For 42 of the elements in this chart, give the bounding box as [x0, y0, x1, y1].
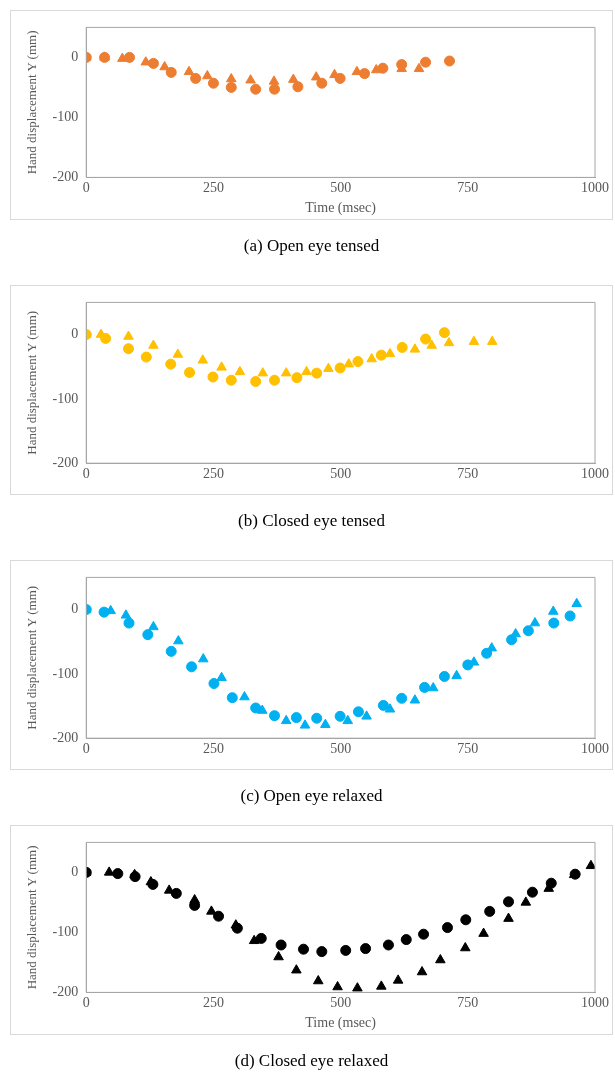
x-tick-label: 500	[330, 741, 352, 757]
y-tick-label: -100	[52, 109, 79, 125]
y-axis-title: Hand displacement Y (mm)	[24, 585, 40, 730]
text: (d) Closed eye relaxed	[233, 1051, 390, 1071]
y-tick-label: 0	[71, 601, 79, 617]
x-tick-label: 1000	[581, 180, 609, 196]
x-tick-label: 250	[202, 995, 224, 1011]
x-tick-label: 750	[457, 995, 479, 1011]
x-tick-label: 1000	[581, 466, 609, 482]
x-tick-label: 500	[330, 995, 352, 1011]
x-tick-label: 0	[82, 741, 90, 757]
x-tick-label: 750	[457, 180, 479, 196]
y-tick-label: -200	[52, 169, 79, 185]
x-tick-label: 750	[457, 466, 479, 482]
y-axis-title: Hand displacement Y (mm)	[24, 845, 40, 990]
y-tick-label: -100	[52, 390, 79, 406]
x-tick-label: 750	[457, 741, 479, 757]
text: (c) Open eye relaxed	[239, 786, 384, 806]
x-axis-title: Time (msec)	[305, 200, 377, 217]
x-tick-label: 500	[330, 180, 352, 196]
y-tick-label: 0	[71, 326, 79, 342]
x-tick-label: 500	[330, 466, 352, 482]
y-axis-title: Hand displacement Y (mm)	[24, 30, 40, 175]
x-tick-label: 0	[82, 995, 90, 1011]
x-tick-label: 1000	[581, 741, 609, 757]
x-axis-title: Time (msec)	[305, 1015, 377, 1032]
y-tick-label: -200	[52, 454, 79, 470]
x-tick-label: 250	[202, 466, 224, 482]
y-tick-label: 0	[71, 49, 79, 65]
y-tick-label: -100	[52, 924, 79, 940]
x-tick-label: 250	[202, 180, 224, 196]
x-tick-label: 250	[202, 741, 224, 757]
x-tick-label: 0	[82, 466, 90, 482]
y-tick-label: -100	[52, 665, 79, 681]
x-tick-label: 0	[82, 180, 90, 196]
y-tick-label: -200	[52, 984, 79, 1000]
x-tick-label: 1000	[581, 995, 609, 1011]
y-tick-label: 0	[71, 864, 79, 880]
text: (a) Open eye tensed	[242, 236, 381, 256]
text: (b) Closed eye tensed	[237, 511, 386, 531]
y-axis-title: Hand displacement Y (mm)	[24, 310, 40, 455]
y-tick-label: -200	[52, 729, 79, 745]
